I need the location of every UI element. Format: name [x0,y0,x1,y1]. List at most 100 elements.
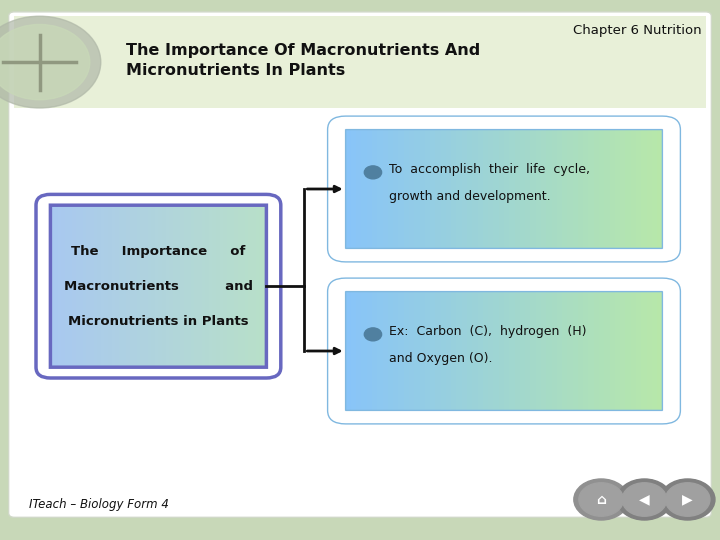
Bar [414,130,420,248]
Bar [557,292,562,410]
Bar [456,130,462,248]
Bar [216,205,220,367]
Bar [366,130,372,248]
Bar [256,205,259,367]
Bar [642,130,647,248]
Bar [557,130,562,248]
Bar [599,292,605,410]
Bar [346,130,351,248]
Circle shape [0,16,101,108]
Bar [404,130,409,248]
Bar [541,292,546,410]
Bar [652,292,657,410]
Text: Micronutrients In Plants: Micronutrients In Plants [126,63,346,78]
Text: ◀: ◀ [639,492,649,507]
Bar [520,130,526,248]
Bar [252,205,256,367]
Bar [259,205,263,367]
Circle shape [364,328,382,341]
Bar [194,205,198,367]
Bar [610,292,615,410]
Bar [151,205,155,367]
Bar [572,292,578,410]
Bar [130,205,133,367]
Bar [198,205,202,367]
Bar [205,205,209,367]
Bar [404,292,409,410]
Bar [483,292,488,410]
Bar [101,205,104,367]
Bar [477,130,483,248]
Bar [372,130,377,248]
Bar [176,205,180,367]
Bar [248,205,252,367]
Bar [346,292,351,410]
Bar [456,292,462,410]
Circle shape [617,479,672,520]
Bar [446,292,451,410]
Bar [409,130,415,248]
Bar [126,205,130,367]
Bar [398,130,404,248]
Bar [393,292,399,410]
Bar [657,292,662,410]
Bar [467,292,472,410]
Bar [436,130,441,248]
Bar [356,292,361,410]
Bar [488,130,494,248]
Bar [169,205,173,367]
Bar [202,205,205,367]
Bar [462,292,467,410]
Bar [230,205,234,367]
Bar [536,130,541,248]
Bar [122,205,126,367]
Bar [180,205,184,367]
Bar [509,292,515,410]
Bar [567,292,573,410]
Bar [578,292,583,410]
Bar [162,205,166,367]
Bar [647,292,652,410]
Bar [79,205,83,367]
Bar [441,130,446,248]
Text: The     Importance     of: The Importance of [71,245,246,258]
Bar [212,205,216,367]
FancyBboxPatch shape [9,12,711,517]
Bar [65,205,68,367]
Bar [425,292,431,410]
Text: The Importance Of Macronutrients And: The Importance Of Macronutrients And [126,43,480,58]
Text: ⌂: ⌂ [596,492,606,507]
Bar [76,205,79,367]
Text: and Oxygen (O).: and Oxygen (O). [389,352,492,365]
Bar [436,292,441,410]
Text: Chapter 6 Nutrition: Chapter 6 Nutrition [573,24,702,37]
Bar [133,205,137,367]
Bar [420,130,425,248]
Bar [393,130,399,248]
Bar [472,130,478,248]
Bar [234,205,238,367]
Bar [409,292,415,410]
Bar [620,130,626,248]
Bar [642,292,647,410]
Bar [184,205,187,367]
Text: growth and development.: growth and development. [389,190,550,203]
Bar [652,130,657,248]
Bar [578,130,583,248]
Text: Micronutrients in Plants: Micronutrients in Plants [68,315,248,328]
Bar [86,205,90,367]
Bar [626,130,631,248]
Text: ITeach – Biology Form 4: ITeach – Biology Form 4 [29,498,168,511]
Bar [541,130,546,248]
Bar [398,292,404,410]
Bar [493,292,499,410]
Bar [599,130,605,248]
Text: Macronutrients          and: Macronutrients and [64,280,253,293]
Bar [50,205,54,367]
Bar [509,130,515,248]
Bar [477,292,483,410]
Circle shape [574,479,629,520]
Bar [187,205,191,367]
Bar [58,205,61,367]
Bar [467,130,472,248]
